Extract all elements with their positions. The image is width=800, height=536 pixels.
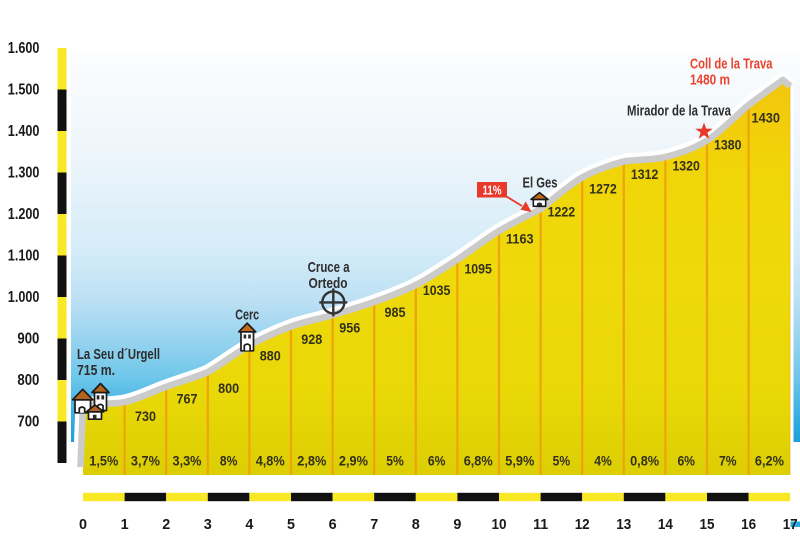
svg-text:11%: 11% [483, 183, 502, 197]
svg-text:7%: 7% [719, 452, 737, 468]
svg-text:5,9%: 5,9% [505, 452, 534, 468]
svg-text:2: 2 [162, 516, 170, 533]
svg-text:La Seu d´Urgell: La Seu d´Urgell [77, 346, 160, 363]
svg-text:956: 956 [339, 319, 360, 335]
svg-text:Coll de la Trava: Coll de la Trava [690, 55, 773, 72]
svg-text:985: 985 [385, 304, 406, 320]
svg-text:1.400: 1.400 [8, 123, 40, 140]
svg-text:17: 17 [783, 516, 798, 533]
svg-text:6,2%: 6,2% [755, 452, 784, 468]
svg-text:1.200: 1.200 [8, 206, 40, 223]
svg-text:880: 880 [260, 348, 281, 364]
svg-text:15: 15 [700, 516, 715, 533]
svg-text:12: 12 [575, 516, 590, 533]
svg-text:1222: 1222 [548, 204, 576, 220]
svg-text:5: 5 [287, 516, 295, 533]
svg-text:9: 9 [453, 516, 461, 533]
svg-text:8: 8 [412, 516, 420, 533]
svg-text:1035: 1035 [423, 282, 451, 298]
svg-text:4%: 4% [594, 452, 612, 468]
svg-text:1430: 1430 [752, 110, 781, 126]
svg-text:3: 3 [204, 516, 212, 533]
svg-text:6,8%: 6,8% [464, 452, 493, 468]
svg-text:3,7%: 3,7% [131, 452, 160, 468]
svg-text:4,8%: 4,8% [256, 452, 285, 468]
svg-text:1320: 1320 [672, 158, 700, 174]
svg-text:6%: 6% [677, 452, 695, 468]
svg-text:16: 16 [741, 516, 756, 533]
svg-text:1.600: 1.600 [8, 40, 40, 57]
svg-text:700: 700 [17, 414, 39, 431]
svg-text:0: 0 [79, 516, 87, 533]
svg-text:1163: 1163 [506, 230, 534, 246]
svg-text:1: 1 [121, 516, 129, 533]
svg-text:1.100: 1.100 [8, 248, 40, 265]
svg-text:6: 6 [329, 516, 337, 533]
svg-text:3,3%: 3,3% [173, 452, 202, 468]
svg-text:14: 14 [658, 516, 674, 533]
svg-text:8%: 8% [220, 452, 238, 468]
svg-text:1.000: 1.000 [8, 289, 40, 306]
svg-text:1,5%: 1,5% [89, 452, 118, 468]
svg-text:2,8%: 2,8% [297, 452, 326, 468]
svg-text:Ortedo: Ortedo [309, 275, 348, 292]
svg-text:Cruce a: Cruce a [308, 259, 350, 276]
svg-text:13: 13 [616, 516, 631, 533]
svg-text:730: 730 [135, 408, 156, 424]
svg-text:Mirador de la Trava: Mirador de la Trava [627, 103, 731, 120]
svg-text:767: 767 [177, 391, 198, 407]
svg-text:0,8%: 0,8% [630, 452, 659, 468]
svg-text:Cerc: Cerc [235, 307, 259, 324]
svg-text:7: 7 [370, 516, 378, 533]
svg-text:928: 928 [301, 331, 322, 347]
svg-text:6%: 6% [428, 452, 446, 468]
svg-text:2,9%: 2,9% [339, 452, 368, 468]
svg-text:5%: 5% [386, 452, 404, 468]
svg-text:800: 800 [17, 372, 39, 389]
svg-text:1095: 1095 [464, 261, 492, 277]
svg-text:1480 m: 1480 m [690, 71, 730, 88]
svg-text:1272: 1272 [589, 181, 617, 197]
svg-text:900: 900 [17, 331, 39, 348]
svg-text:10: 10 [492, 516, 507, 533]
svg-text:1380: 1380 [714, 137, 742, 153]
svg-text:11: 11 [533, 516, 548, 533]
svg-text:715 m.: 715 m. [77, 362, 115, 379]
svg-text:1.300: 1.300 [8, 165, 40, 182]
svg-text:1312: 1312 [631, 166, 659, 182]
svg-text:4: 4 [245, 516, 254, 533]
svg-text:El Ges: El Ges [523, 175, 558, 192]
svg-text:800: 800 [218, 380, 239, 396]
svg-text:1.500: 1.500 [8, 82, 40, 99]
svg-text:5%: 5% [553, 452, 571, 468]
